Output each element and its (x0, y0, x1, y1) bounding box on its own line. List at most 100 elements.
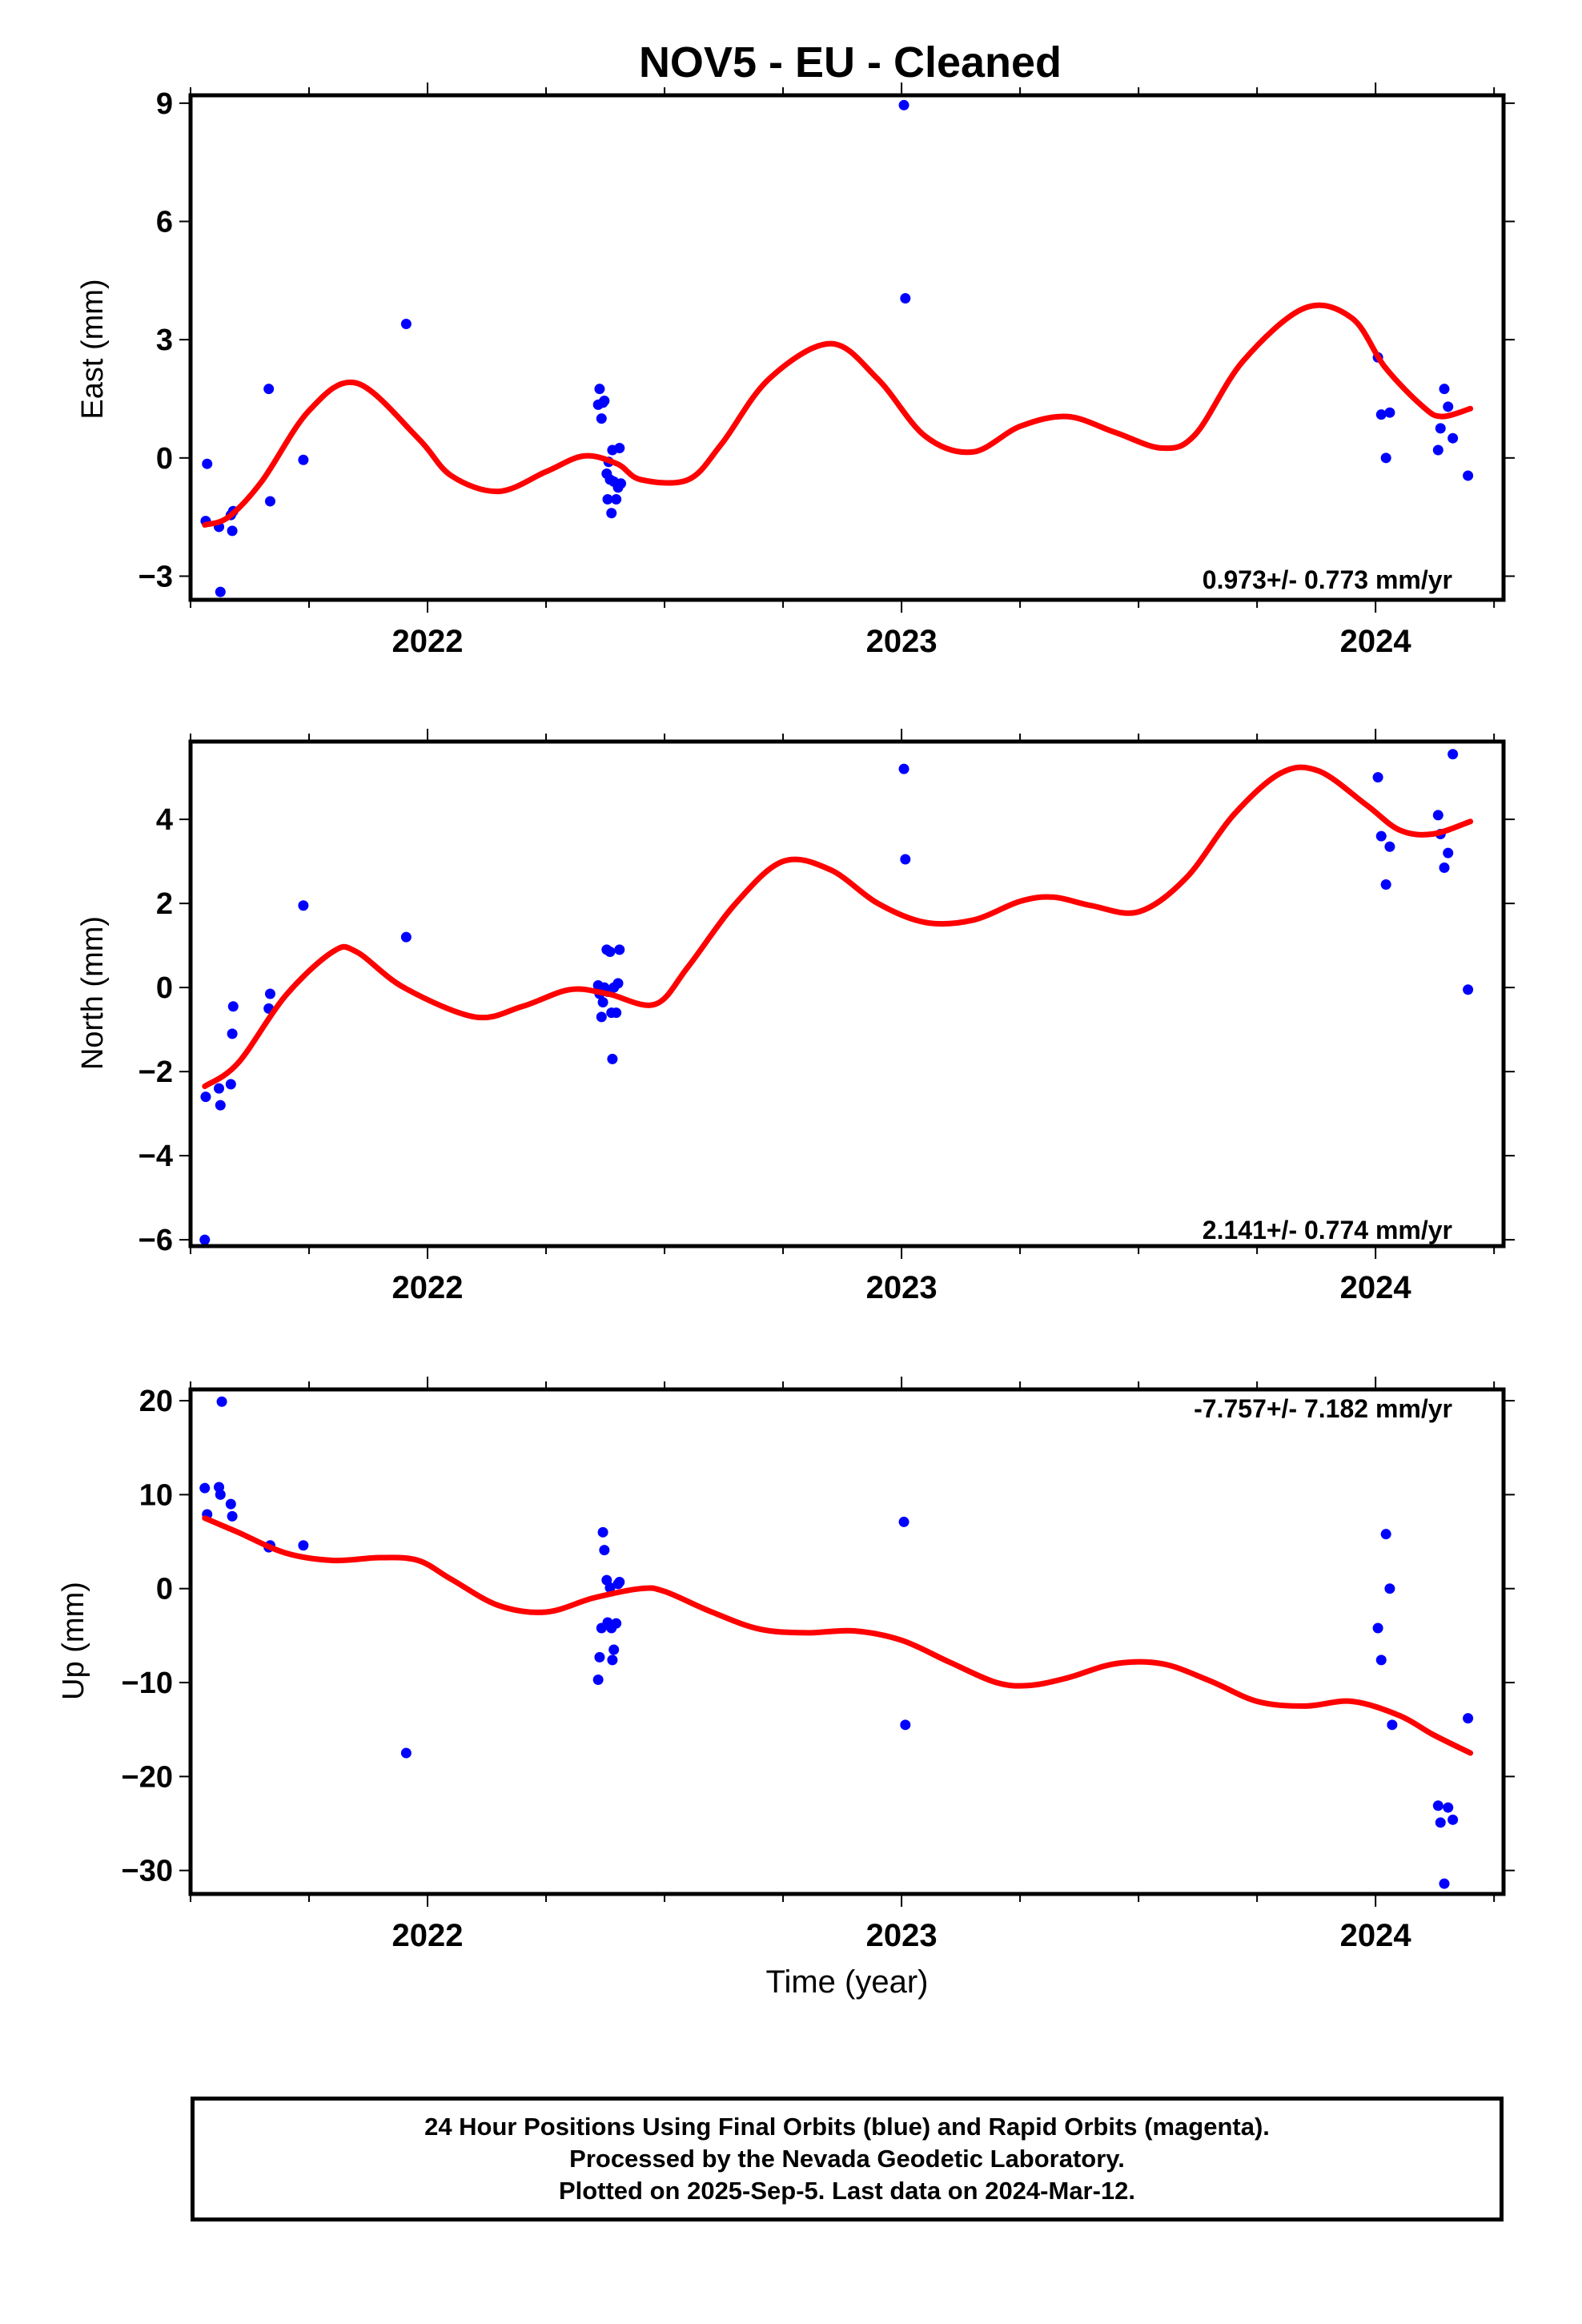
north-data-point (1375, 830, 1387, 842)
up-panel: Up (mm) -7.757+/- 7.182 mm/yr 2022 2023 20… (57, 1377, 1515, 1953)
up-data-point (227, 1510, 238, 1522)
north-data-point (597, 997, 608, 1007)
east-data-point (1447, 432, 1459, 444)
east-ytick-label: 3 (156, 324, 173, 357)
up-data-point (1372, 1622, 1383, 1634)
north-data-point (611, 1007, 622, 1019)
up-data-point (1463, 1713, 1474, 1724)
east-data-point (215, 586, 226, 597)
east-data-point (602, 493, 613, 505)
up-xtick-label: 2022 (392, 1918, 464, 1953)
up-data-point (1387, 1719, 1398, 1731)
up-data-point (1432, 1800, 1443, 1811)
footer-line-1: 24 Hour Positions Using Final Orbits (bl… (424, 2113, 1270, 2141)
east-data-point (298, 454, 309, 465)
up-data-point (199, 1482, 211, 1494)
up-fit-line (202, 1515, 1474, 1756)
north-data-point (1432, 810, 1443, 821)
up-xtick-label: 2024 (1340, 1918, 1412, 1953)
up-data-point (216, 1396, 227, 1407)
north-data-point (900, 854, 911, 865)
up-data-point (898, 1516, 909, 1527)
north-fit-line (202, 764, 1474, 1089)
north-rate-label: 2.141+/- 0.774 mm/yr (1203, 1216, 1452, 1244)
east-rate-label: 0.973+/- 0.773 mm/yr (1203, 565, 1452, 594)
north-panel: North (mm) 2.141+/- 0.774 mm/yr 2022 2023… (76, 729, 1515, 1305)
east-data-point (1384, 407, 1395, 418)
north-ytick-label: −2 (139, 1055, 173, 1089)
east-data-point (202, 458, 213, 469)
north-data-point (298, 900, 309, 911)
north-points (199, 749, 1474, 1245)
north-xtick-label: 2022 (392, 1270, 464, 1305)
up-ytick-label: 20 (139, 1385, 173, 1418)
east-data-point (1443, 401, 1454, 412)
east-data-point (400, 318, 412, 329)
up-data-point (597, 1526, 608, 1538)
north-data-point (227, 1001, 239, 1012)
north-data-point (400, 931, 412, 943)
north-data-point (596, 1011, 607, 1023)
north-ytick-label: −6 (139, 1224, 173, 1257)
east-ytick-label: 9 (156, 87, 173, 121)
north-data-point (200, 1092, 211, 1103)
up-ytick-label: 10 (139, 1478, 173, 1512)
up-data-point (604, 1582, 616, 1594)
north-data-point (607, 1053, 618, 1064)
east-xtick-label: 2024 (1340, 624, 1412, 659)
east-data-point (1439, 384, 1450, 395)
east-data-point (616, 478, 627, 489)
footer-note-box: 24 Hour Positions Using Final Orbits (bl… (191, 2097, 1504, 2221)
east-data-point (606, 508, 617, 519)
east-data-point (594, 384, 605, 395)
north-data-point (214, 1083, 225, 1094)
north-data-point (227, 1028, 238, 1039)
north-data-point (264, 988, 275, 999)
up-data-point (599, 1545, 610, 1556)
up-data-point (1447, 1814, 1459, 1825)
east-data-point (1380, 452, 1391, 464)
north-data-point (225, 1079, 236, 1090)
north-data-point (1384, 841, 1395, 852)
north-data-point (199, 1234, 211, 1245)
up-data-point (1380, 1529, 1391, 1540)
north-ylabel: North (mm) (76, 916, 110, 1070)
up-data-point (215, 1489, 226, 1500)
east-ytick-label: 6 (156, 206, 173, 239)
east-xtick-label: 2023 (866, 624, 938, 659)
up-data-point (607, 1655, 618, 1666)
up-data-point (614, 1577, 625, 1588)
up-data-point (225, 1498, 236, 1510)
up-data-point (400, 1747, 412, 1759)
north-data-point (1372, 772, 1383, 783)
up-data-point (592, 1675, 604, 1686)
footer-line-2: Processed by the Nevada Geodetic Laborat… (569, 2145, 1125, 2173)
north-data-point (1380, 879, 1391, 890)
east-data-point (227, 525, 238, 537)
east-data-point (596, 413, 607, 424)
east-data-point (1432, 444, 1443, 456)
north-ytick-label: −4 (139, 1140, 173, 1173)
up-data-point (900, 1719, 911, 1731)
north-data-point (612, 978, 624, 989)
up-data-point (298, 1540, 309, 1551)
up-data-point (1443, 1802, 1454, 1813)
east-points (200, 99, 1474, 597)
up-data-point (1375, 1655, 1387, 1666)
east-frame (188, 93, 1506, 602)
up-frame (188, 1387, 1506, 1896)
east-data-point (898, 99, 909, 111)
east-data-point (614, 443, 625, 454)
up-data-point (1435, 1817, 1446, 1828)
up-data-point (1384, 1583, 1395, 1594)
north-data-point (1463, 984, 1474, 995)
up-data-point (608, 1644, 620, 1655)
north-data-point (604, 947, 616, 957)
north-data-point (614, 944, 625, 955)
north-ytick-label: 2 (156, 887, 173, 921)
east-panel: East (mm) 0.973+/- 0.773 mm/yr 2022 2023 2… (76, 82, 1515, 659)
east-data-point (263, 384, 275, 395)
x-axis-label: Time (year) (766, 1964, 929, 2000)
up-data-point (611, 1618, 622, 1629)
north-data-point (1439, 862, 1450, 873)
